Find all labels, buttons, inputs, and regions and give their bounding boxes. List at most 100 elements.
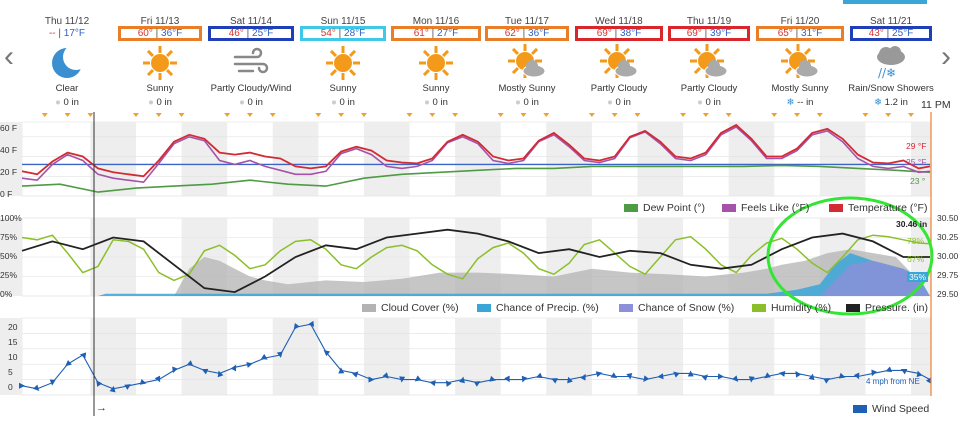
wind-direction-marker (352, 371, 359, 378)
wind-direction-marker (230, 364, 237, 372)
day-column-6[interactable]: Wed 11/18 69° | 38°F Partly Cloudy ● 0 in (573, 0, 665, 112)
feels-like-line (21, 125, 931, 184)
low-temp: 27°F (437, 28, 459, 39)
legend-cloud-cover[interactable]: Cloud Cover (%) (362, 302, 459, 314)
temperature-line (21, 123, 931, 178)
hour-marker (246, 113, 253, 117)
day-name: Thu 11/12 (44, 16, 90, 27)
legend-dew-point[interactable]: Dew Point (°) (624, 202, 705, 214)
day-column-1[interactable]: Fri 11/13 60° | 36°F Sunny ● 0 in (116, 0, 204, 112)
droplet-icon: ● (607, 97, 616, 108)
condition-label: Partly Cloudy/Wind (210, 83, 292, 94)
condition-label: Sunny (146, 83, 174, 94)
day-name: Sat 11/14 (229, 16, 273, 27)
legend-temperature[interactable]: Temperature (°F) (829, 202, 927, 214)
swatch (624, 204, 638, 213)
wind-direction-marker (49, 379, 56, 386)
night-band (363, 122, 410, 196)
legend-pressure[interactable]: Pressure. (in) (846, 302, 928, 314)
legend-chance-precip[interactable]: Chance of Precip. (%) (477, 302, 599, 314)
precip-amount: ❄ 1.2 in (874, 97, 908, 108)
wind-direction-marker (853, 372, 860, 380)
legend-label: Wind Speed (872, 403, 930, 415)
high-temp: -- (48, 28, 56, 39)
hour-marker (588, 113, 595, 117)
wind-direction-marker (748, 376, 755, 383)
high-temp: 60° (137, 28, 153, 39)
wind-direction-marker (657, 373, 664, 380)
wind-direction-marker (293, 323, 300, 330)
night-band (728, 318, 775, 395)
day-column-0[interactable]: Thu 11/12 -- | 17°F Clear ● 0 in (22, 0, 112, 112)
swatch (362, 304, 376, 313)
highlight-ellipse (766, 196, 934, 316)
day-column-7[interactable]: Thu 11/19 69° | 39°F Partly Cloudy ● 0 in (666, 0, 752, 112)
wind-direction-marker (687, 370, 694, 377)
partly-cloudy-icon (597, 43, 641, 88)
condition-label: Rain/Snow Showers (848, 83, 934, 94)
sun-icon (138, 43, 182, 88)
day-name: Mon 11/16 (412, 16, 460, 27)
atmos-ytick-50: 50% (0, 251, 18, 261)
night-band (272, 318, 319, 395)
legend-label: Chance of Snow (%) (638, 302, 735, 314)
pressure-end-label: 30.46 in (896, 219, 928, 229)
legend-chance-snow[interactable]: Chance of Snow (%) (619, 302, 734, 314)
swatch (853, 405, 867, 414)
hour-marker (338, 113, 345, 117)
precip-amount: ● 0 in (607, 97, 631, 108)
precip-amount: ● 0 in (148, 97, 172, 108)
wind-direction-arrow: → (96, 402, 107, 414)
wind-direction-marker (323, 349, 331, 357)
rain-snow-icon: //❄ (869, 43, 913, 88)
legend-humidity[interactable]: Humidity (%) (752, 302, 831, 314)
day-column-5[interactable]: Tue 11/17 62° | 36°F Mostly Sunny ● 0 in (483, 0, 571, 112)
high-temp: 43° (868, 28, 884, 39)
hour-marker (406, 113, 413, 117)
legend-wind-speed[interactable]: Wind Speed (853, 403, 929, 415)
wind-direction-marker (473, 381, 481, 387)
temp-range: 62° | 36°F (485, 26, 569, 41)
wind-direction-marker (580, 373, 586, 381)
night-band (90, 122, 136, 196)
day-name: Sat 11/21 (869, 16, 913, 27)
day-column-8[interactable]: Fri 11/20 65° | 31°F Mostly Sunny ❄ -- in (754, 0, 846, 112)
hour-marker (543, 113, 550, 117)
wind-direction-marker (399, 376, 406, 383)
wind-ytick-15: 15 (8, 337, 18, 347)
snowflake-icon: ❄ (786, 97, 798, 108)
day-column-9[interactable]: Sat 11/21 43° | 25°F //❄ Rain/Snow Showers ❄… (848, 0, 934, 112)
panel-margin (0, 218, 22, 296)
wind-direction-marker (626, 373, 633, 380)
wind-direction-marker (885, 366, 893, 373)
wind-direction-marker (535, 372, 543, 379)
high-temp: 61° (413, 28, 429, 39)
swatch (752, 304, 766, 313)
day-column-3[interactable]: Sun 11/15 54° | 28°F Sunny ● 0 in (298, 0, 388, 112)
day-column-2[interactable]: Sat 11/14 46° | 25°F Partly Cloudy/Wind ● 0… (206, 0, 296, 112)
partly-cloudy-icon (687, 43, 731, 88)
condition-label: Mostly Sunny (498, 83, 556, 94)
legend-feels-like[interactable]: Feels Like (°F) (722, 202, 809, 214)
swatch (846, 304, 860, 313)
wind-direction-marker (504, 375, 510, 383)
precip-end-label: 35% (907, 272, 929, 282)
sun-icon (321, 43, 365, 88)
temp-range: 61° | 27°F (391, 26, 481, 41)
day-column-4[interactable]: Mon 11/16 61° | 27°F Sunny ● 0 in (389, 0, 483, 112)
wind-direction-marker (32, 384, 40, 392)
wind-direction-marker (414, 375, 422, 382)
time-label: 11 PM (921, 99, 951, 111)
atmos-ytick-0: 0% (0, 289, 13, 299)
low-temp: 31°F (801, 28, 823, 39)
humidity-line (21, 234, 931, 282)
precip-amount: ● 0 in (424, 97, 448, 108)
wind-ytick-5: 5 (8, 367, 13, 377)
hour-marker (885, 113, 892, 117)
wind-direction-marker (916, 370, 923, 378)
dew-point-line (21, 164, 931, 193)
previous-arrow[interactable]: ‹ (4, 40, 14, 73)
wind-direction-marker (186, 360, 194, 366)
wind-ytick-10: 10 (8, 352, 18, 362)
next-arrow[interactable]: › (941, 40, 951, 73)
